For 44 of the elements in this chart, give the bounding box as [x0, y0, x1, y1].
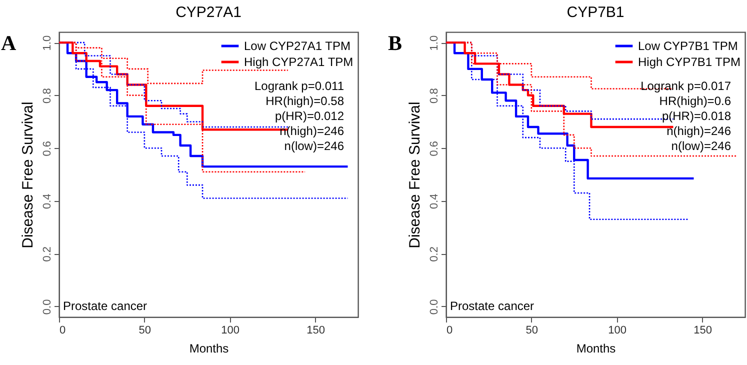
annotation: Prostate cancer [63, 299, 148, 313]
y-tick-label: 1.0 [42, 35, 54, 51]
annotation: Logrank p=0.011 [254, 79, 344, 93]
y-tick-label: 0.8 [42, 88, 54, 104]
y-tick-label: 0.8 [428, 88, 440, 104]
annotation: n(low)=246 [284, 139, 344, 153]
y-axis-title: Disease Free Survival [20, 102, 36, 248]
legend-label: High CYP7B1 TPM [638, 55, 740, 69]
legend-label: Low CYP7B1 TPM [638, 39, 738, 53]
x-axis-title: Months [189, 342, 229, 356]
x-tick-label: 50 [138, 324, 152, 336]
y-tick-label: 0.4 [428, 194, 440, 210]
annotation: HR(high)=0.6 [659, 94, 732, 108]
legend-label: Low CYP27A1 TPM [244, 39, 350, 53]
y-tick-label: 0.2 [428, 246, 440, 262]
x-axis-title: Months [576, 342, 616, 356]
annotation: n(high)=246 [666, 124, 732, 138]
y-tick-label: 0.6 [42, 140, 54, 156]
chart-title: CYP7B1 [566, 4, 624, 21]
legend-label: High CYP27A1 TPM [244, 55, 354, 69]
y-tick-label: 0.4 [42, 194, 54, 210]
annotation: HR(high)=0.58 [266, 94, 344, 108]
y-tick-label: 1.0 [428, 35, 440, 51]
x-tick-label: 150 [694, 324, 712, 336]
chart-title: CYP27A1 [176, 4, 242, 21]
x-tick-label: 0 [60, 324, 66, 336]
x-tick-label: 100 [221, 324, 240, 336]
y-tick-label: 0.6 [428, 140, 440, 156]
annotation: n(high)=246 [280, 124, 344, 138]
y-tick-label: 0.0 [428, 299, 440, 315]
annotation: p(HR)=0.018 [662, 109, 732, 123]
y-tick-label: 0.0 [42, 299, 54, 315]
annotation: p(HR)=0.012 [274, 109, 344, 123]
x-tick-label: 0 [446, 324, 453, 336]
annotation: n(low)=246 [671, 139, 732, 153]
text: B [388, 31, 402, 55]
y-tick-label: 0.2 [42, 246, 54, 262]
x-tick-label: 100 [608, 324, 627, 336]
x-tick-label: 150 [306, 324, 325, 336]
text: A [1, 31, 17, 55]
annotation: Prostate cancer [450, 299, 534, 313]
y-axis-title: Disease Free Survival [406, 102, 424, 248]
annotation: Logrank p=0.017 [640, 79, 732, 93]
x-tick-label: 50 [526, 324, 538, 336]
